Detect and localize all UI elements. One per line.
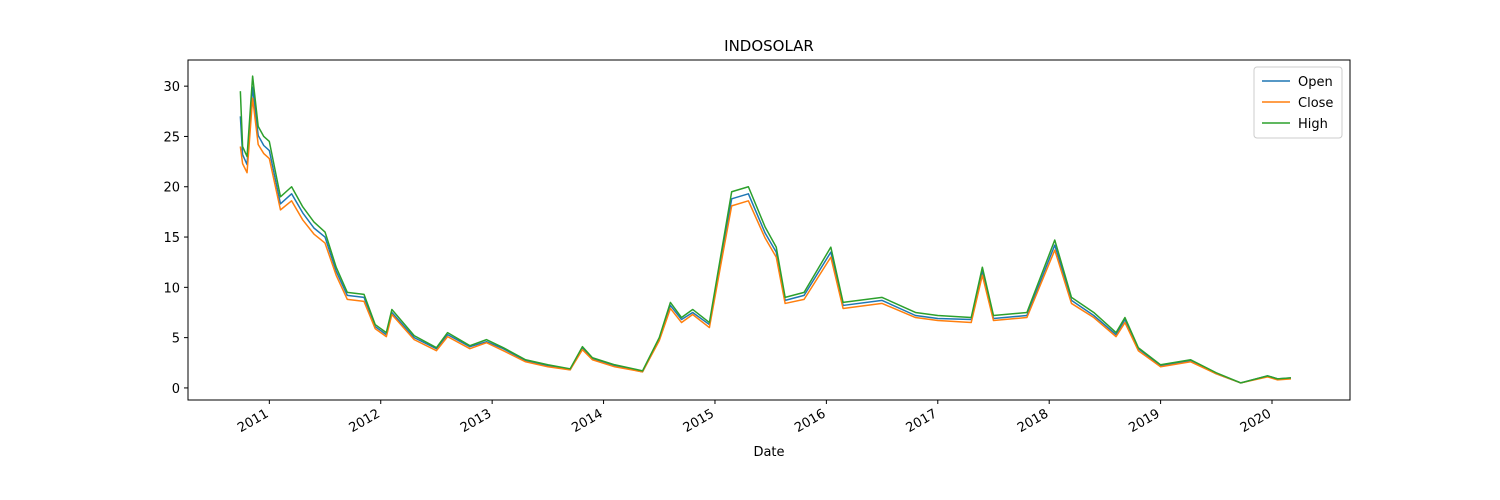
legend-box: [1253, 66, 1343, 139]
x-tick-label: 2011: [235, 406, 271, 436]
x-tick-label: 2014: [569, 406, 605, 436]
y-tick-label: 15: [163, 231, 180, 246]
x-tick-label: 2015: [681, 406, 717, 436]
y-tick-label: 30: [163, 80, 180, 95]
x-tick-label: 2020: [1238, 406, 1274, 436]
x-tick-label: 2013: [458, 406, 494, 436]
plot-frame: [187, 59, 1351, 401]
y-tick-label: 10: [163, 281, 180, 296]
legend: Open Close High: [1253, 66, 1343, 139]
series-line: [239, 97, 1292, 384]
x-axis-label: Date: [753, 445, 784, 460]
y-tick-label: 5: [172, 332, 180, 347]
y-tick-label: 25: [163, 130, 180, 145]
y-tick-label: 20: [163, 181, 180, 196]
series-line: [239, 86, 1292, 384]
x-tick-label: 2019: [1126, 406, 1162, 436]
x-tick-label: 2017: [904, 406, 940, 436]
x-tick-label: 2016: [792, 406, 828, 436]
legend-label: Close: [1298, 96, 1333, 111]
x-tick-label: 2018: [1015, 406, 1051, 436]
x-tick-label: 2012: [347, 406, 383, 436]
chart-title: INDOSOLAR: [724, 37, 814, 55]
y-tick-label: 0: [172, 382, 180, 397]
legend-label: High: [1298, 117, 1328, 132]
series-line: [239, 75, 1292, 384]
legend-label: Open: [1298, 75, 1333, 90]
